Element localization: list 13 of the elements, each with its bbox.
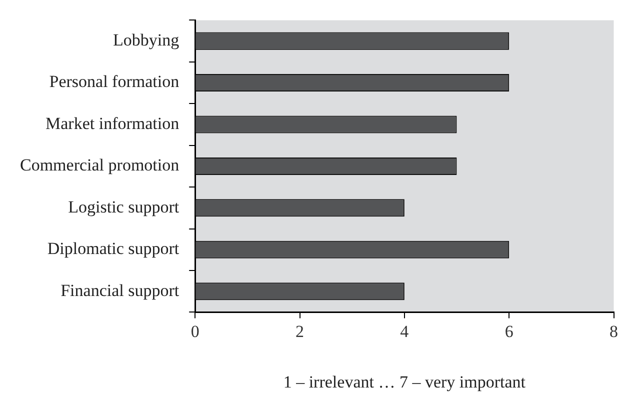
x-tick-label: 0: [190, 322, 200, 341]
x-tick-label: 6: [504, 322, 514, 341]
x-tick-label: 8: [610, 322, 618, 341]
y-tick-label: Diplomatic support: [47, 239, 180, 258]
y-tick-label: Personal formation: [49, 72, 180, 92]
x-tick-label: 2: [296, 322, 304, 341]
y-tick-label: Logistic support: [68, 197, 180, 216]
x-tick-label: 4: [400, 322, 410, 341]
y-tick-label: Market information: [46, 114, 180, 133]
y-tick-label: Commercial promotion: [20, 156, 180, 175]
y-tick-label: Lobbying: [113, 30, 180, 50]
x-axis-title: 1 – irrelevant … 7 – very important: [283, 372, 526, 392]
y-tick-label: Financial support: [60, 280, 180, 300]
